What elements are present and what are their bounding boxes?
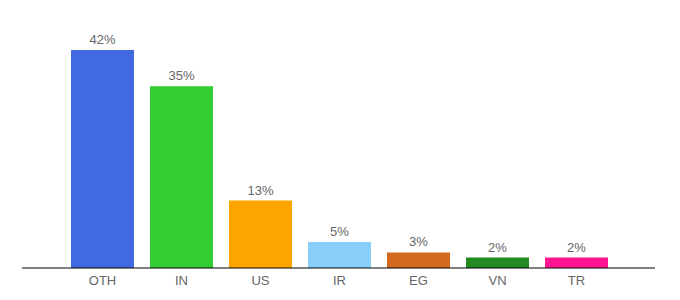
- svg-text:EG: EG: [409, 273, 428, 288]
- svg-text:2%: 2%: [567, 240, 586, 255]
- svg-text:35%: 35%: [168, 68, 194, 83]
- svg-text:42%: 42%: [89, 32, 115, 47]
- svg-text:OTH: OTH: [89, 273, 116, 288]
- svg-text:VN: VN: [488, 273, 506, 288]
- svg-text:IR: IR: [333, 273, 346, 288]
- svg-text:2%: 2%: [488, 240, 507, 255]
- svg-text:TR: TR: [568, 273, 585, 288]
- svg-text:13%: 13%: [247, 183, 273, 198]
- svg-text:IN: IN: [175, 273, 188, 288]
- svg-text:US: US: [251, 273, 269, 288]
- svg-text:3%: 3%: [409, 234, 428, 249]
- svg-text:5%: 5%: [330, 224, 349, 239]
